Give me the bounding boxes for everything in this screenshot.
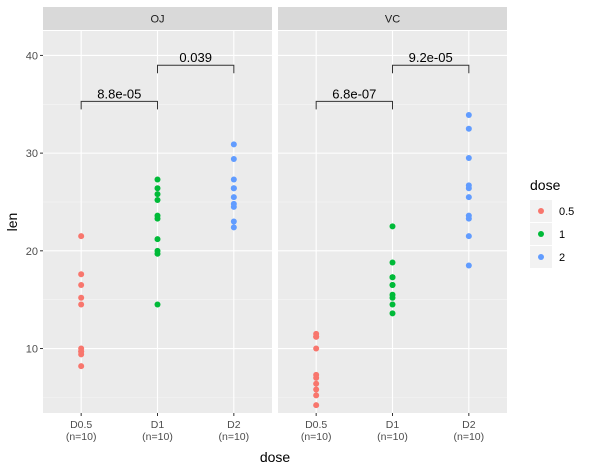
data-point-dose-0.5 <box>78 294 85 301</box>
data-point-dose-0.5 <box>78 348 85 355</box>
data-point-dose-1 <box>154 191 161 198</box>
data-point-dose-0.5 <box>313 374 320 381</box>
data-point-dose-2 <box>230 200 237 207</box>
y-tick-label: 20 <box>26 246 38 258</box>
comparison-bracket <box>315 100 393 110</box>
data-point-dose-1 <box>389 274 396 281</box>
facet-strip <box>278 7 507 30</box>
data-point-dose-0.5 <box>313 402 320 409</box>
data-point-dose-2 <box>465 125 472 132</box>
p-value-label: 0.039 <box>179 50 212 65</box>
data-point-dose-2 <box>230 218 237 225</box>
y-tick-label: 30 <box>26 148 38 160</box>
facet-strip <box>43 7 272 30</box>
legend-label: 1 <box>559 229 565 241</box>
y-tick-label: 40 <box>26 50 38 62</box>
data-point-dose-2 <box>465 215 472 222</box>
comparison-bracket <box>392 64 470 74</box>
data-point-dose-1 <box>389 259 396 266</box>
data-point-dose-1 <box>389 282 396 289</box>
data-point-dose-0.5 <box>78 233 85 240</box>
x-tick-label: D1 (n=10) <box>377 419 408 443</box>
facet-strip-label: VC <box>385 14 400 26</box>
y-axis-title: len <box>4 213 20 232</box>
legend-key-dot <box>538 231 544 237</box>
legend-key-dot <box>538 208 544 214</box>
y-tick-label: 10 <box>26 344 38 356</box>
data-point-dose-2 <box>230 194 237 201</box>
data-point-dose-0.5 <box>78 363 85 370</box>
data-point-dose-1 <box>389 301 396 308</box>
comparison-bracket <box>157 64 235 74</box>
x-tick-label: D0.5 (n=10) <box>66 419 97 443</box>
data-point-dose-1 <box>154 185 161 192</box>
x-tick-label: D0.5 (n=10) <box>301 419 332 443</box>
data-point-dose-1 <box>154 197 161 204</box>
data-point-dose-2 <box>465 233 472 240</box>
data-point-dose-0.5 <box>78 271 85 278</box>
data-point-dose-0.5 <box>313 380 320 387</box>
data-point-dose-2 <box>230 185 237 192</box>
data-point-dose-2 <box>230 141 237 148</box>
comparison-bracket <box>80 100 158 110</box>
x-tick-label: D2 (n=10) <box>454 419 485 443</box>
legend-key-dot <box>538 254 544 260</box>
data-point-dose-0.5 <box>313 386 320 393</box>
data-point-dose-2 <box>465 112 472 119</box>
data-point-dose-2 <box>465 155 472 162</box>
p-value-label: 8.8e-05 <box>97 86 141 101</box>
x-tick-label: D2 (n=10) <box>219 419 250 443</box>
legend-label: 0.5 <box>559 206 574 218</box>
data-point-dose-1 <box>389 223 396 230</box>
data-point-dose-1 <box>154 212 161 219</box>
data-point-dose-1 <box>154 247 161 254</box>
data-point-dose-0.5 <box>313 392 320 399</box>
x-axis-title: dose <box>260 449 291 465</box>
data-point-dose-2 <box>230 155 237 162</box>
data-point-dose-1 <box>389 291 396 298</box>
facet-strip-label: OJ <box>150 14 164 26</box>
p-value-label: 9.2e-05 <box>409 50 453 65</box>
data-point-dose-2 <box>465 182 472 189</box>
data-point-dose-0.5 <box>313 333 320 340</box>
data-point-dose-2 <box>230 224 237 231</box>
data-point-dose-0.5 <box>78 282 85 289</box>
data-point-dose-1 <box>154 176 161 183</box>
x-tick-label: D1 (n=10) <box>142 419 173 443</box>
data-point-dose-0.5 <box>78 301 85 308</box>
legend-label: 2 <box>559 252 565 264</box>
data-point-dose-1 <box>154 236 161 243</box>
p-value-label: 6.8e-07 <box>332 86 376 101</box>
data-point-dose-1 <box>389 310 396 317</box>
data-point-dose-0.5 <box>313 345 320 352</box>
data-point-dose-1 <box>154 301 161 308</box>
legend-title: dose <box>530 177 561 193</box>
data-point-dose-2 <box>230 176 237 183</box>
data-point-dose-2 <box>465 194 472 201</box>
data-point-dose-2 <box>465 262 472 269</box>
